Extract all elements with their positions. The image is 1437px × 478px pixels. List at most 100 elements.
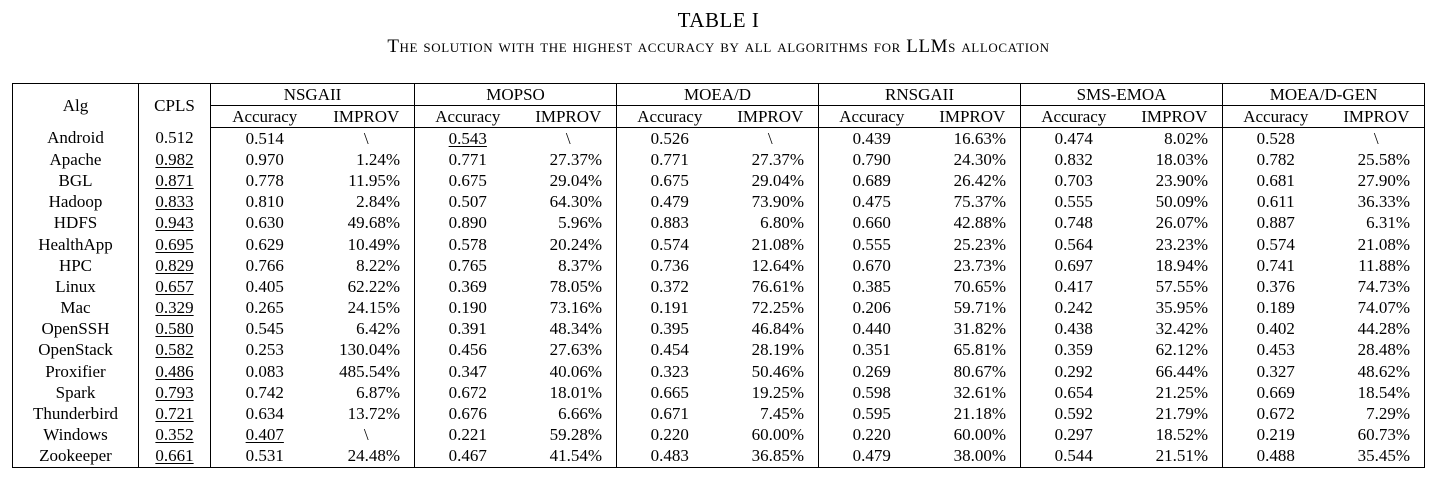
improv-value: 27.63% [549, 340, 603, 360]
improv-value: 42.88% [953, 213, 1007, 233]
improv-cell: 62.22% [318, 276, 416, 298]
improv-cell: 44.28% [1329, 319, 1425, 340]
accuracy-value: 0.703 [1054, 170, 1093, 190]
improv-cell: 27.37% [520, 149, 618, 171]
header-improv: IMPROV [318, 105, 416, 128]
improv-cell: 31.82% [924, 318, 1022, 340]
accuracy-value: 0.555 [852, 234, 891, 254]
improv-value: 41.54% [549, 446, 603, 466]
accuracy-cell: 0.782 [1223, 149, 1329, 170]
accuracy-cell: 0.578 [415, 234, 521, 255]
improv-cell: 8.22% [318, 255, 416, 277]
accuracy-cell: 0.483 [617, 446, 723, 468]
accuracy-cell: 0.526 [617, 128, 723, 150]
improv-value: 73.16% [549, 298, 603, 318]
cpls-cell: 0.943 [138, 212, 211, 234]
cpls-value: 0.943 [155, 213, 194, 233]
accuracy-cell: 0.475 [819, 192, 925, 213]
accuracy-cell: 0.771 [617, 149, 723, 170]
accuracy-cell: 0.417 [1021, 276, 1127, 297]
improv-cell: 11.95% [318, 170, 416, 192]
accuracy-cell: 0.544 [1021, 446, 1127, 468]
accuracy-cell: 0.292 [1021, 361, 1127, 382]
accuracy-cell: 0.630 [211, 213, 319, 234]
improv-cell: 12.64% [722, 255, 820, 277]
cpls-cell: 0.982 [138, 149, 211, 171]
accuracy-cell: 0.675 [617, 170, 723, 191]
header-accuracy: Accuracy [210, 105, 319, 128]
row-label: Thunderbird [12, 403, 139, 425]
accuracy-cell: 0.703 [1021, 170, 1127, 191]
improv-cell: 27.90% [1329, 170, 1425, 191]
accuracy-cell: 0.697 [1021, 255, 1127, 276]
improv-cell: 59.28% [520, 424, 618, 446]
accuracy-value: 0.351 [852, 340, 891, 360]
row-label: Android [12, 127, 139, 150]
accuracy-value: 0.629 [245, 234, 284, 254]
accuracy-value: 0.479 [650, 192, 689, 212]
improv-value: 21.18% [953, 404, 1007, 424]
accuracy-value: 0.887 [1256, 213, 1295, 233]
improv-cell: 40.06% [520, 361, 618, 383]
accuracy-cell: 0.253 [211, 340, 319, 361]
not-applicable-mark: \ [767, 128, 773, 148]
accuracy-value: 0.675 [650, 170, 689, 190]
improv-value: 24.30% [953, 149, 1007, 169]
improv-cell: 130.04% [318, 339, 416, 362]
accuracy-cell: 0.327 [1223, 361, 1329, 382]
improv-value: 8.37% [558, 255, 603, 275]
row-label: BGL [12, 170, 139, 192]
accuracy-cell: 0.391 [415, 319, 521, 340]
cpls-value: 0.486 [155, 361, 194, 381]
improv-value: 60.00% [953, 425, 1007, 445]
accuracy-value: 0.456 [448, 340, 487, 360]
improv-cell: 48.62% [1329, 361, 1425, 382]
improv-value: 6.80% [760, 213, 805, 233]
accuracy-cell: 0.265 [211, 298, 319, 319]
table-row: Linux 0.657 0.405 62.22% 0.369 78.05% 0.372 76.… [12, 276, 1425, 298]
accuracy-value: 0.883 [650, 213, 689, 233]
accuracy-value: 0.514 [245, 128, 284, 148]
cpls-value: 0.982 [155, 149, 194, 169]
accuracy-cell: 0.555 [1021, 192, 1127, 213]
improv-cell: 57.55% [1126, 276, 1224, 298]
cpls-cell: 0.829 [138, 255, 211, 277]
accuracy-value: 0.543 [448, 128, 487, 148]
accuracy-cell: 0.545 [211, 319, 319, 340]
improv-cell: 74.07% [1329, 298, 1425, 319]
improv-value: 59.28% [549, 425, 603, 445]
accuracy-cell: 0.190 [415, 298, 521, 319]
improv-cell: 73.16% [520, 297, 618, 319]
improv-cell: 49.68% [318, 212, 416, 234]
accuracy-cell: 0.832 [1021, 149, 1127, 170]
accuracy-value: 0.630 [245, 213, 284, 233]
improv-value: 21.08% [751, 234, 805, 254]
header-group: MOEA/D-GEN [1222, 83, 1426, 106]
accuracy-value: 0.323 [650, 361, 689, 381]
accuracy-cell: 0.323 [617, 361, 723, 382]
improv-cell: 6.31% [1329, 213, 1425, 234]
accuracy-value: 0.474 [1054, 128, 1093, 148]
table-row: HealthApp 0.695 0.629 10.49% 0.578 20.24% 0.57… [12, 233, 1425, 256]
improv-value: 50.46% [751, 361, 805, 381]
accuracy-cell: 0.221 [415, 425, 521, 446]
accuracy-value: 0.475 [852, 192, 891, 212]
accuracy-cell: 0.206 [819, 298, 925, 319]
accuracy-cell: 0.555 [819, 234, 925, 255]
improv-value: 7.45% [760, 404, 805, 424]
accuracy-value: 0.479 [852, 446, 891, 466]
improv-cell: \ [318, 127, 416, 150]
improv-cell: 26.07% [1126, 212, 1224, 234]
improv-cell: 18.52% [1126, 424, 1224, 446]
improv-value: 64.30% [549, 192, 603, 212]
accuracy-cell: 0.191 [617, 298, 723, 319]
accuracy-value: 0.220 [852, 425, 891, 445]
accuracy-value: 0.417 [1054, 276, 1093, 296]
improv-value: 28.19% [751, 340, 805, 360]
improv-cell: 59.71% [924, 297, 1022, 319]
improv-value: 28.48% [1357, 340, 1411, 360]
improv-cell: 485.54% [318, 361, 416, 383]
improv-value: 65.81% [953, 340, 1007, 360]
cpls-value: 0.695 [155, 234, 194, 254]
improv-value: 62.22% [347, 276, 401, 296]
